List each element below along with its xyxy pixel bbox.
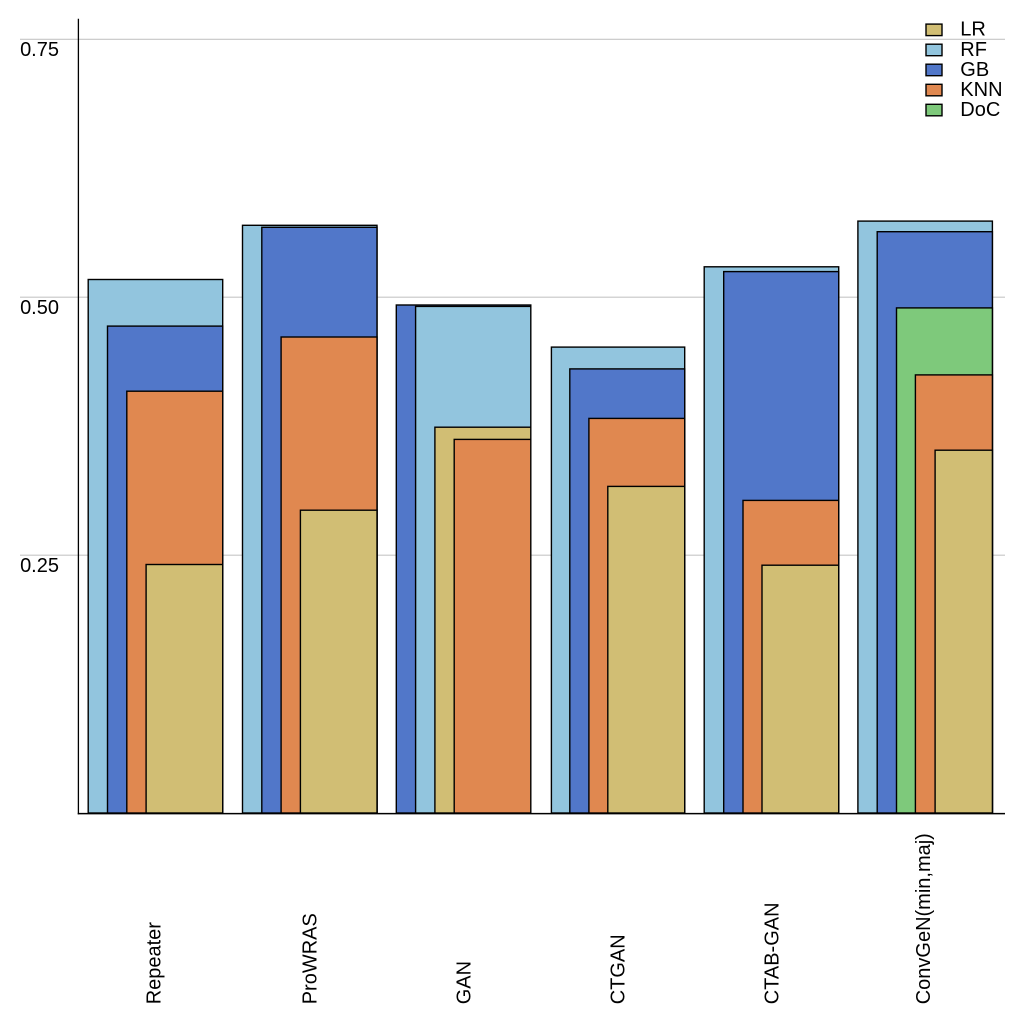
svg-text:RF: RF xyxy=(960,39,987,61)
svg-text:DoC: DoC xyxy=(960,99,1000,121)
svg-text:0.25: 0.25 xyxy=(20,555,59,577)
svg-text:GB: GB xyxy=(960,59,989,81)
svg-text:LR: LR xyxy=(960,19,986,41)
svg-text:Repeater: Repeater xyxy=(143,922,165,1005)
svg-text:0.50: 0.50 xyxy=(20,297,59,319)
svg-text:0.75: 0.75 xyxy=(20,39,59,61)
svg-text:GAN: GAN xyxy=(453,961,475,1004)
svg-text:CTAB-GAN: CTAB-GAN xyxy=(762,902,784,1004)
svg-text:KNN: KNN xyxy=(960,79,1002,101)
svg-text:ConvGeN(min,maj): ConvGeN(min,maj) xyxy=(913,833,935,1004)
svg-text:ProWRAS: ProWRAS xyxy=(300,913,322,1004)
svg-text:CTGAN: CTGAN xyxy=(607,934,629,1004)
